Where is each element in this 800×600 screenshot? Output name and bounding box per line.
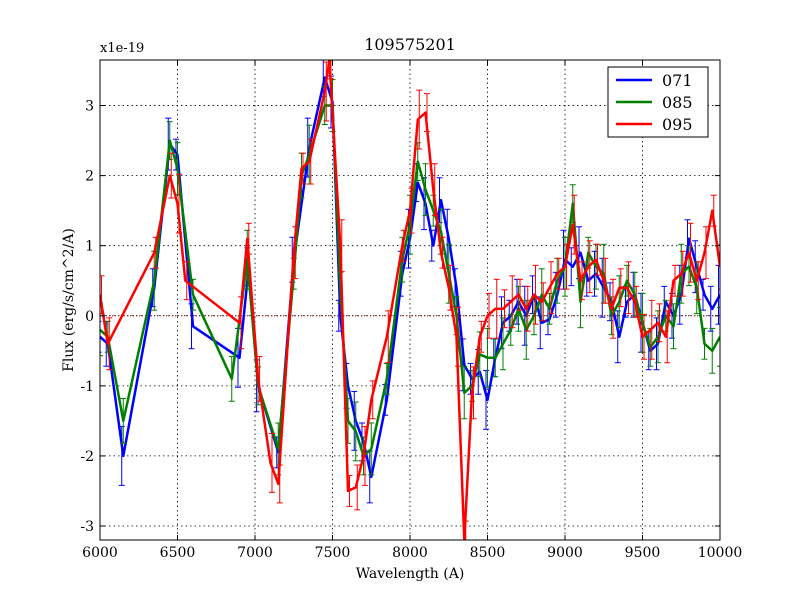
x-tick-label: 9500 <box>625 545 661 561</box>
legend-label-085: 085 <box>662 93 693 112</box>
legend: 071 085 095 <box>607 66 709 138</box>
y-tick-label: -2 <box>80 449 94 465</box>
series-095 <box>100 60 720 540</box>
series-line-095 <box>100 60 720 540</box>
x-tick-label: 7500 <box>315 545 351 561</box>
x-tick-label: 8500 <box>470 545 506 561</box>
y-tick-label: 0 <box>85 309 94 325</box>
x-tick-label: 6500 <box>160 545 196 561</box>
x-tick-label: 9000 <box>547 545 583 561</box>
y-tick-label: 1 <box>85 239 94 255</box>
series-layer <box>100 60 720 540</box>
x-tick-label: 6000 <box>82 545 118 561</box>
y-scale-multiplier: x1e-19 <box>100 41 144 56</box>
y-tick-label: -1 <box>80 379 94 395</box>
axis-ticks: 6000 6500 7000 7500 8000 8500 9000 9500 10000 -3 -… <box>80 60 742 561</box>
x-axis-label: Wavelength (A) <box>356 566 465 582</box>
y-axis-label: Flux (erg/s/cm^2/A) <box>61 228 77 372</box>
y-tick-label: 3 <box>85 99 94 115</box>
y-tick-label: 2 <box>85 169 94 185</box>
x-tick-label: 7000 <box>237 545 273 561</box>
legend-label-095: 095 <box>662 115 693 134</box>
x-tick-label: 8000 <box>392 545 428 561</box>
x-tick-label: 10000 <box>698 545 743 561</box>
chart-title: 109575201 <box>364 35 456 54</box>
y-tick-label: -3 <box>80 519 94 535</box>
legend-label-071: 071 <box>662 71 693 90</box>
